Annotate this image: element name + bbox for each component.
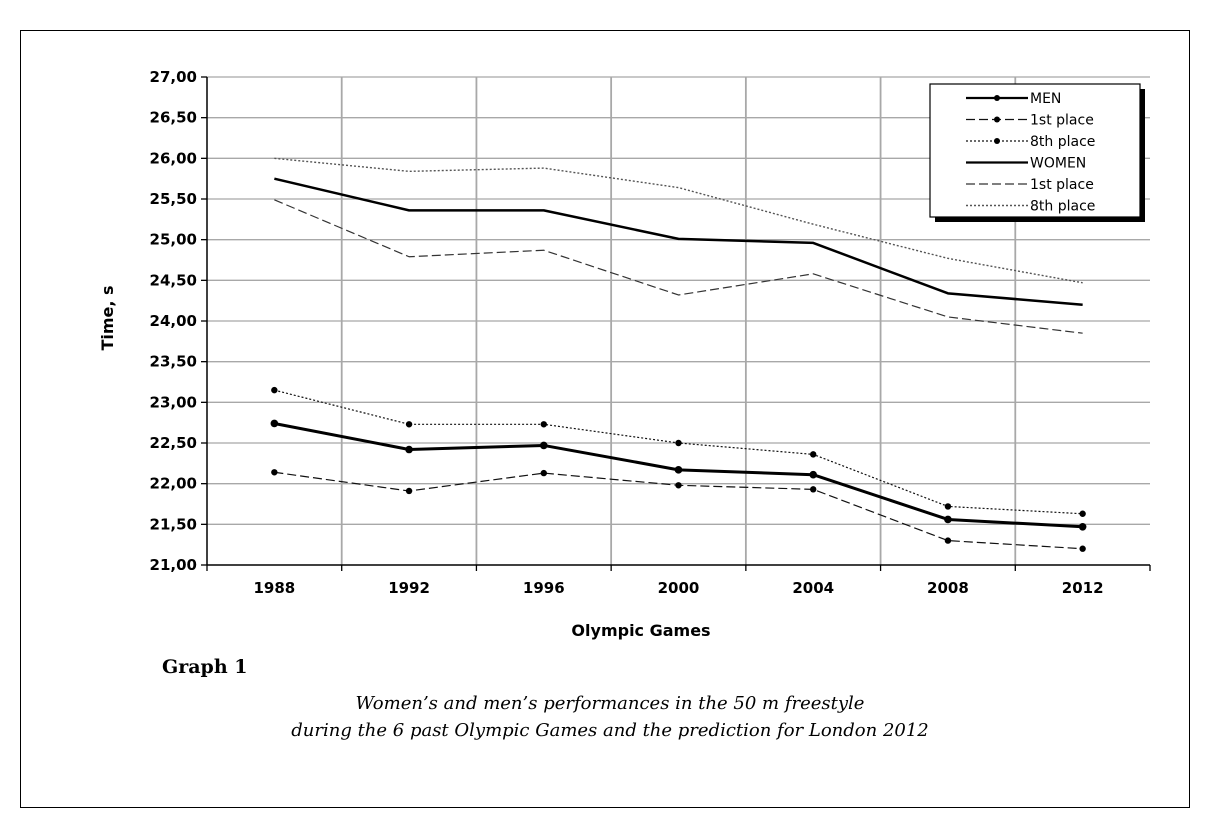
legend-label: 8th place	[1030, 199, 1095, 215]
y-tick-label: 22,50	[150, 434, 197, 452]
y-tick-label: 21,50	[150, 515, 197, 533]
legend-box	[929, 83, 1141, 218]
data-point	[405, 487, 413, 495]
data-point	[675, 439, 682, 447]
data-point	[1079, 545, 1086, 552]
legend-label: 1st place	[1030, 113, 1094, 129]
x-axis-title: Olympic Games	[571, 621, 710, 640]
x-tick-label: 1992	[388, 579, 430, 597]
y-axis-title: Time, s	[98, 285, 117, 350]
y-tick-label: 26,00	[150, 149, 197, 167]
data-point	[405, 445, 413, 454]
data-point	[539, 441, 548, 450]
y-tick-label: 23,00	[150, 393, 197, 411]
data-point	[944, 537, 952, 544]
series-line-men-men	[274, 422, 1083, 529]
axes: 21,00 21,50 22,00 22,50 23,00 23,50 24,00 24,50…	[150, 68, 1151, 597]
y-tick-label: 22,00	[150, 475, 197, 493]
x-tick-label: 1988	[253, 579, 295, 597]
x-tick-label: 1996	[523, 579, 565, 597]
line-chart: 21,00 21,50 22,00 22,50 23,00 23,50 24,00 24,50…	[98, 68, 1151, 640]
caption-line-2: during the 6 past Olympic Games and the …	[291, 720, 929, 741]
data-point	[271, 386, 278, 394]
series-line-women-8th-place	[274, 157, 1083, 284]
graph-label: Graph 1	[162, 656, 248, 678]
data-point	[271, 469, 278, 476]
legend-label: MEN	[1030, 91, 1061, 107]
data-point	[810, 451, 817, 458]
series-line-women-1st-place	[274, 199, 1083, 334]
legend: MEN 1st place 8th place WOMEN 1st place 8th p…	[929, 83, 1145, 222]
series-layer	[270, 157, 1087, 552]
series-line-men-8th-place	[274, 389, 1083, 515]
legend-marker	[994, 138, 1000, 144]
x-tick-label: 2004	[792, 579, 834, 597]
legend-label: WOMEN	[1030, 156, 1086, 172]
y-tick-label: 27,00	[150, 68, 197, 86]
data-point	[810, 486, 817, 493]
data-point	[270, 419, 279, 428]
data-point	[1078, 522, 1087, 531]
data-point	[809, 470, 818, 479]
caption-line-1: Women’s and men’s performances in the 50…	[355, 693, 865, 714]
y-tick-label: 23,50	[150, 353, 197, 371]
y-tick-label: 25,50	[150, 190, 197, 208]
legend-marker	[994, 95, 1000, 101]
legend-marker	[994, 116, 1000, 123]
data-point	[674, 466, 683, 474]
data-point	[675, 482, 682, 489]
y-tick-label: 24,00	[150, 312, 197, 330]
y-tick-label: 24,50	[150, 271, 197, 289]
legend-label: 8th place	[1030, 134, 1095, 150]
y-tick-label: 21,00	[150, 556, 197, 574]
data-point	[405, 421, 413, 428]
data-point	[1079, 510, 1086, 517]
data-point	[540, 421, 547, 428]
y-tick-label: 26,50	[150, 109, 197, 127]
data-point	[944, 515, 952, 524]
series-line-women-women	[274, 177, 1083, 306]
x-tick-label: 2012	[1062, 579, 1104, 597]
data-point	[540, 469, 547, 477]
legend-label: 1st place	[1030, 177, 1094, 193]
x-tick-label: 2000	[658, 579, 700, 597]
data-point	[944, 503, 952, 510]
x-tick-label: 2008	[927, 579, 969, 597]
y-tick-label: 25,00	[150, 231, 197, 249]
figure-frame	[20, 30, 1190, 808]
